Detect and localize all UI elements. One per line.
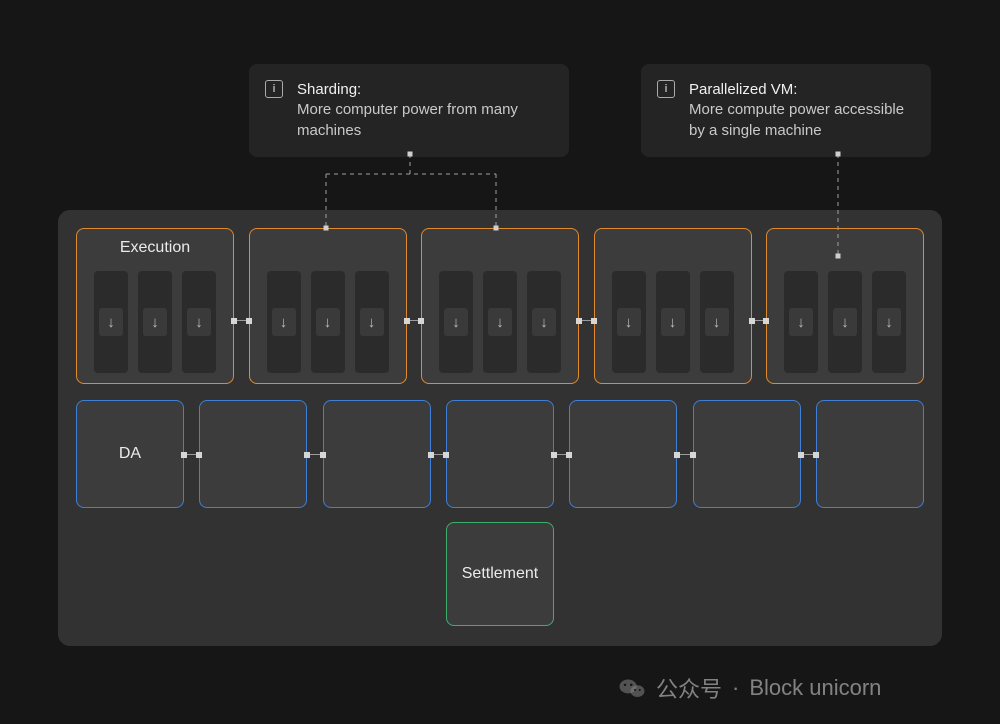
info-icon: i [265, 80, 283, 98]
da-block [323, 400, 431, 508]
lane: ↓ [612, 271, 646, 373]
arrow-down-icon: ↓ [272, 308, 296, 336]
arrow-down-icon: ↓ [877, 308, 901, 336]
lane: ↓ [355, 271, 389, 373]
arrow-down-icon: ↓ [316, 308, 340, 336]
lane: ↓ [439, 271, 473, 373]
arrow-down-icon: ↓ [99, 308, 123, 336]
da-block [816, 400, 924, 508]
lane: ↓ [784, 271, 818, 373]
arrow-down-icon: ↓ [833, 308, 857, 336]
execution-label: Execution [120, 239, 190, 259]
wechat-icon [618, 674, 646, 702]
lanes: ↓ ↓ ↓ [267, 271, 389, 373]
connector [184, 454, 199, 455]
lanes: ↓ ↓ ↓ [439, 271, 561, 373]
lane: ↓ [311, 271, 345, 373]
connector [579, 320, 594, 321]
lane: ↓ [483, 271, 517, 373]
connector [554, 454, 569, 455]
connector [407, 320, 422, 321]
execution-row: Execution ↓ ↓ ↓ ↓ ↓ ↓ ↓ ↓ ↓ ↓ ↓ ↓ ↓ ↓ ↓ [58, 228, 942, 384]
da-block [569, 400, 677, 508]
lane: ↓ [700, 271, 734, 373]
lane: ↓ [656, 271, 690, 373]
connector [234, 320, 249, 321]
lane: ↓ [138, 271, 172, 373]
lanes: ↓ ↓ ↓ [94, 271, 216, 373]
connector [677, 454, 692, 455]
arrow-down-icon: ↓ [532, 308, 556, 336]
arrow-down-icon: ↓ [444, 308, 468, 336]
lanes: ↓ ↓ ↓ [612, 271, 734, 373]
callout-parallel-vm: i Parallelized VM: More compute power ac… [641, 64, 931, 157]
execution-block: Execution ↓ ↓ ↓ [76, 228, 234, 384]
settlement-label: Settlement [462, 565, 538, 583]
lane: ↓ [828, 271, 862, 373]
da-label: DA [119, 445, 141, 463]
info-icon: i [657, 80, 675, 98]
lane: ↓ [267, 271, 301, 373]
watermark-separator: · [732, 675, 739, 701]
execution-block: ↓ ↓ ↓ [766, 228, 924, 384]
lane: ↓ [527, 271, 561, 373]
execution-block: ↓ ↓ ↓ [421, 228, 579, 384]
connector [752, 320, 767, 321]
callout-title: Sharding: [297, 81, 361, 98]
callout-body: More compute power accessible by a singl… [689, 101, 904, 138]
watermark-text-left: 公众号 [656, 672, 722, 704]
architecture-diagram: Execution ↓ ↓ ↓ ↓ ↓ ↓ ↓ ↓ ↓ ↓ ↓ ↓ ↓ ↓ ↓ DA Settlement [58, 210, 942, 646]
watermark: 公众号 · Block unicorn [618, 672, 881, 704]
callout-sharding: i Sharding: More computer power from man… [249, 64, 569, 157]
callout-body: More computer power from many machines [297, 101, 518, 138]
da-block [446, 400, 554, 508]
arrow-down-icon: ↓ [360, 308, 384, 336]
arrow-down-icon: ↓ [661, 308, 685, 336]
da-block [693, 400, 801, 508]
arrow-down-icon: ↓ [187, 308, 211, 336]
execution-block: ↓ ↓ ↓ [249, 228, 407, 384]
lane: ↓ [94, 271, 128, 373]
da-block [199, 400, 307, 508]
arrow-down-icon: ↓ [617, 308, 641, 336]
execution-block: ↓ ↓ ↓ [594, 228, 752, 384]
arrow-down-icon: ↓ [789, 308, 813, 336]
connector [801, 454, 816, 455]
arrow-down-icon: ↓ [488, 308, 512, 336]
da-block: DA [76, 400, 184, 508]
watermark-text-right: Block unicorn [749, 675, 881, 701]
connector [307, 454, 322, 455]
lane: ↓ [872, 271, 906, 373]
arrow-down-icon: ↓ [705, 308, 729, 336]
settlement-block: Settlement [446, 522, 554, 626]
lanes: ↓ ↓ ↓ [784, 271, 906, 373]
lane: ↓ [182, 271, 216, 373]
connector [431, 454, 446, 455]
arrow-down-icon: ↓ [143, 308, 167, 336]
callout-title: Parallelized VM: [689, 81, 797, 98]
